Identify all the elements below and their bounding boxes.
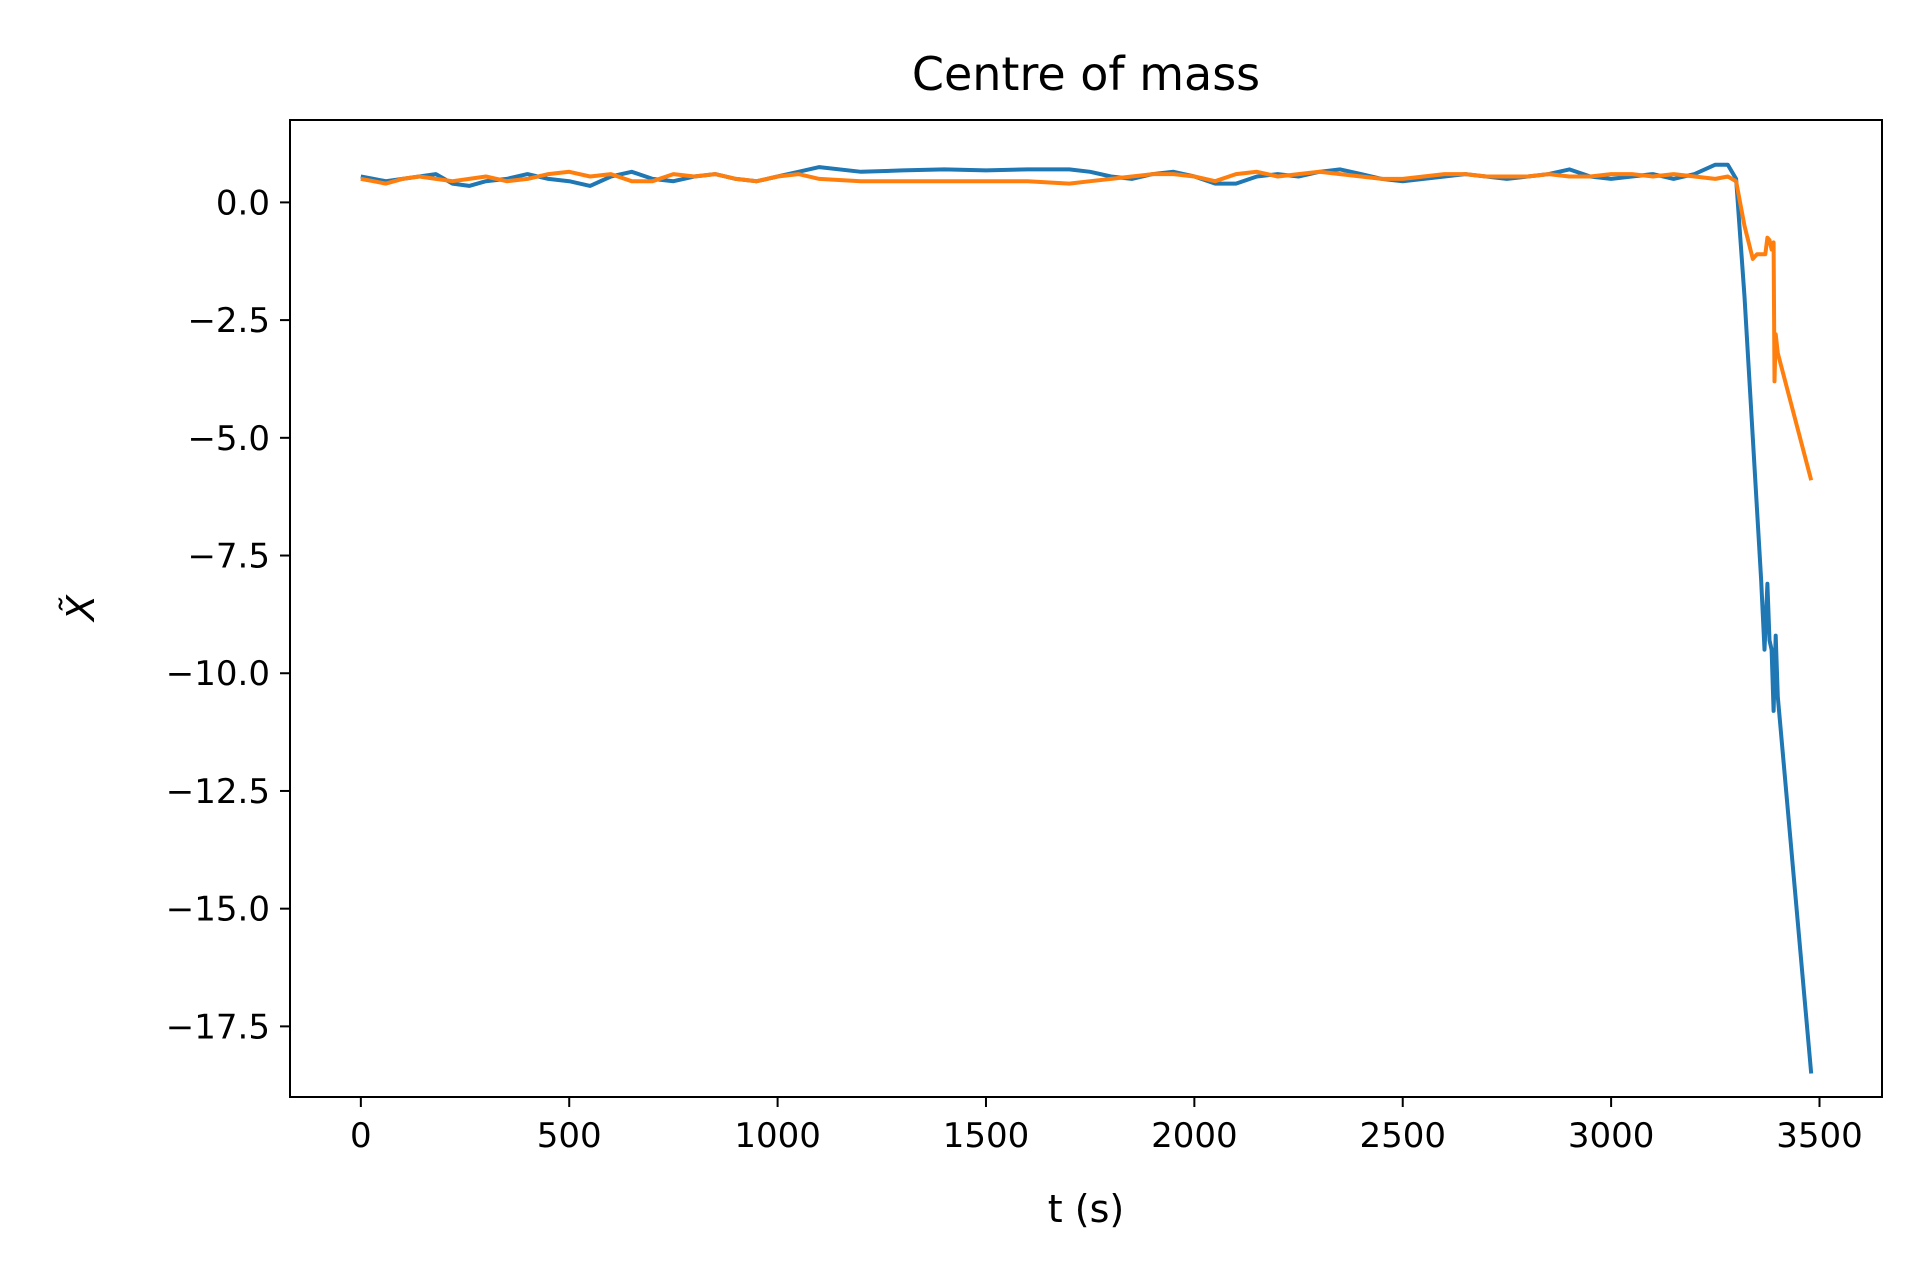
series-line-1 bbox=[360, 162, 1814, 1074]
y-tick-label: −2.5 bbox=[187, 301, 270, 341]
x-tick-label: 2500 bbox=[1359, 1116, 1446, 1156]
x-tick-label: 1500 bbox=[943, 1116, 1030, 1156]
x-tick-label: 0 bbox=[350, 1116, 372, 1156]
x-tick-label: 2000 bbox=[1151, 1116, 1238, 1156]
y-tick-label: 0.0 bbox=[216, 183, 270, 223]
chart-title: Centre of mass bbox=[912, 47, 1260, 101]
x-tick-label: 3500 bbox=[1776, 1116, 1863, 1156]
x-axis-label: t (s) bbox=[1048, 1187, 1124, 1231]
x-tick-label: 500 bbox=[537, 1116, 602, 1156]
y-tick-label: −7.5 bbox=[187, 537, 270, 577]
plot-area-frame bbox=[289, 119, 1883, 1098]
y-tick-label: −15.0 bbox=[166, 890, 270, 930]
y-tick-label: −5.0 bbox=[187, 419, 270, 459]
x-tick-label: 1000 bbox=[734, 1116, 821, 1156]
y-tick-label: −17.5 bbox=[166, 1007, 270, 1047]
y-axis-label: X̃ bbox=[59, 594, 103, 623]
series-line-2 bbox=[360, 169, 1814, 481]
y-axis-ticks: 0.0 −2.5 −5.0 −7.5 −10.0 −12.5 −15.0 −17.5 bbox=[166, 183, 290, 1047]
x-axis-ticks: 0 500 1000 1500 2000 2500 3000 3500 bbox=[350, 1097, 1863, 1156]
y-tick-label: −12.5 bbox=[166, 772, 270, 812]
y-tick-label: −10.0 bbox=[166, 654, 270, 694]
series-layer bbox=[360, 162, 1814, 1074]
x-tick-label: 3000 bbox=[1568, 1116, 1655, 1156]
